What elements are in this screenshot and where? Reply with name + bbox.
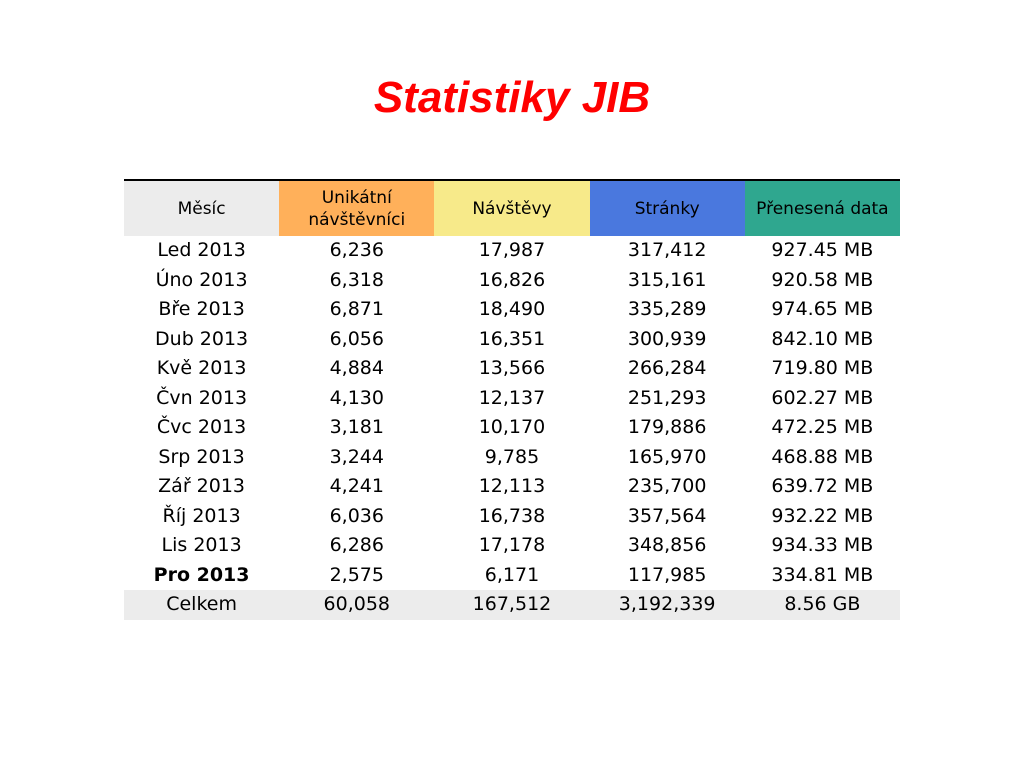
month-cell: Pro 2013 [153, 563, 250, 586]
visits-cell: 18,490 [478, 298, 546, 320]
total-transferred-data: 8.56 GB [744, 590, 900, 620]
month-cell: Lis 2013 [161, 534, 242, 556]
transferred-data-cell: 468.88 MB [771, 445, 874, 468]
transferred-data-cell: 974.65 MB [771, 298, 874, 320]
table-row: Bře 2013 6,871 18,490 335,289 974.65 MB [124, 295, 900, 325]
transferred-data-cell: 927.45 MB [771, 239, 874, 261]
month-cell: Bře 2013 [158, 298, 245, 320]
visits-cell: 17,178 [478, 534, 546, 556]
pages-cell: 300,939 [627, 327, 707, 350]
transferred-data-cell: 472.25 MB [771, 416, 874, 438]
unique-visitors-cell: 3,244 [329, 445, 384, 468]
statistics-table: Měsíc Unikátní návštěvníci Návštěvy Strá… [124, 179, 900, 620]
column-header-transferred-data: Přenesená data [744, 179, 900, 236]
column-header-unique-visitors: Unikátní návštěvníci [279, 179, 435, 236]
unique-visitors-cell: 4,884 [329, 357, 384, 379]
pages-cell: 315,161 [627, 268, 707, 291]
unique-visitors-cell: 6,036 [329, 504, 384, 527]
pages-cell: 335,289 [627, 298, 707, 320]
pages-cell: 357,564 [627, 504, 707, 527]
month-cell: Led 2013 [157, 239, 246, 261]
table-row: Říj 2013 6,036 16,738 357,564 932.22 MB [124, 502, 900, 532]
page-title: Statistiky JIB [373, 73, 651, 122]
table-row: Zář 2013 4,241 12,113 235,700 639.72 MB [124, 472, 900, 502]
month-cell: Říj 2013 [162, 504, 241, 527]
table-row: Kvě 2013 4,884 13,566 266,284 719.80 MB [124, 354, 900, 384]
unique-visitors-cell: 6,056 [329, 327, 384, 350]
pages-cell: 179,886 [627, 416, 707, 438]
total-label: Celkem [124, 590, 280, 620]
table-row: Čvc 2013 3,181 10,170 179,886 472.25 MB [124, 413, 900, 443]
visits-cell: 16,351 [478, 327, 546, 350]
column-header-visits: Návštěvy [434, 179, 590, 236]
unique-visitors-cell: 2,575 [329, 563, 384, 586]
unique-visitors-cell: 3,181 [329, 416, 384, 438]
unique-visitors-cell: 6,318 [329, 268, 384, 291]
transferred-data-cell: 602.27 MB [771, 386, 874, 409]
table-row: Srp 2013 3,244 9,785 165,970 468.88 MB [124, 443, 900, 473]
visits-cell: 9,785 [484, 445, 540, 468]
month-cell: Čvn 2013 [156, 386, 248, 409]
month-cell: Dub 2013 [155, 327, 249, 350]
total-row: Celkem 60,058 167,512 3,192,339 8.56 GB [124, 590, 900, 620]
month-cell: Kvě 2013 [156, 357, 247, 379]
month-cell: Zář 2013 [158, 475, 246, 497]
visits-cell: 10,170 [478, 416, 546, 438]
total-pages: 3,192,339 [589, 590, 745, 620]
unique-visitors-cell: 6,236 [329, 239, 384, 261]
visits-cell: 13,566 [478, 357, 546, 379]
transferred-data-cell: 920.58 MB [771, 268, 874, 291]
month-cell: Úno 2013 [155, 268, 248, 291]
table-body: Led 2013 6,236 17,987 317,412 927.45 MB Úno 2… [124, 236, 900, 590]
pages-cell: 117,985 [627, 563, 707, 586]
table-row: Lis 2013 6,286 17,178 348,856 934.33 MB [124, 531, 900, 561]
table-row: Pro 2013 2,575 6,171 117,985 334.81 MB [124, 561, 900, 591]
visits-cell: 16,826 [478, 268, 546, 291]
visits-cell: 12,113 [478, 475, 546, 497]
table-row: Dub 2013 6,056 16,351 300,939 842.10 MB [124, 325, 900, 355]
table-header-row: Měsíc Unikátní návštěvníci Návštěvy Strá… [124, 179, 900, 236]
month-cell: Srp 2013 [158, 445, 245, 468]
pages-cell: 165,970 [627, 445, 707, 468]
month-cell: Čvc 2013 [156, 416, 247, 438]
pages-cell: 317,412 [627, 239, 707, 261]
total-unique-visitors: 60,058 [279, 590, 435, 620]
visits-cell: 16,738 [478, 504, 546, 527]
pages-cell: 348,856 [627, 534, 707, 556]
table-row: Čvn 2013 4,130 12,137 251,293 602.27 MB [124, 384, 900, 414]
unique-visitors-cell: 4,130 [329, 386, 384, 409]
transferred-data-cell: 842.10 MB [771, 327, 874, 350]
transferred-data-cell: 334.81 MB [771, 563, 874, 586]
pages-cell: 266,284 [627, 357, 707, 379]
pages-cell: 235,700 [627, 475, 707, 497]
unique-visitors-cell: 6,871 [329, 298, 384, 320]
total-visits: 167,512 [434, 590, 590, 620]
unique-visitors-cell: 4,241 [329, 475, 384, 497]
transferred-data-cell: 932.22 MB [771, 504, 874, 527]
column-header-pages: Stránky [589, 179, 745, 236]
table-row: Led 2013 6,236 17,987 317,412 927.45 MB [124, 236, 900, 266]
transferred-data-cell: 719.80 MB [771, 357, 874, 379]
visits-cell: 12,137 [478, 386, 546, 409]
transferred-data-cell: 639.72 MB [771, 475, 874, 497]
column-header-month: Měsíc [124, 179, 280, 236]
visits-cell: 17,987 [478, 239, 546, 261]
transferred-data-cell: 934.33 MB [771, 534, 874, 556]
visits-cell: 6,171 [484, 563, 540, 586]
unique-visitors-cell: 6,286 [329, 534, 384, 556]
table-row: Úno 2013 6,318 16,826 315,161 920.58 MB [124, 266, 900, 296]
pages-cell: 251,293 [627, 386, 707, 409]
